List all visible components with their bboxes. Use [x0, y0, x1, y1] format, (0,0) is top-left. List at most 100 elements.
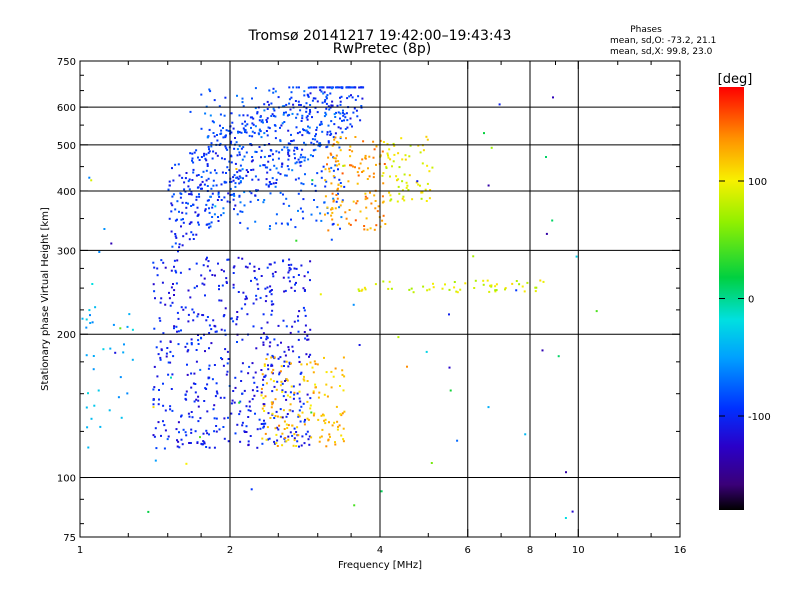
data-point: [255, 298, 258, 301]
data-point: [352, 165, 354, 168]
data-point: [204, 112, 207, 115]
data-point: [188, 178, 191, 181]
data-point: [241, 424, 244, 427]
data-point: [227, 192, 230, 195]
data-point: [297, 413, 300, 416]
data-point: [297, 315, 299, 318]
data-point: [265, 338, 268, 341]
data-point: [332, 175, 335, 178]
data-point: [214, 169, 216, 172]
data-point: [564, 517, 567, 519]
data-point: [274, 271, 277, 273]
data-point: [343, 185, 346, 188]
data-point: [87, 446, 90, 449]
data-point: [201, 180, 204, 183]
data-point: [268, 437, 271, 440]
data-point: [275, 442, 278, 445]
data-point: [456, 291, 459, 294]
data-point: [225, 172, 227, 174]
data-point: [195, 262, 198, 265]
data-point: [211, 120, 214, 123]
grid-lines: [80, 61, 680, 537]
data-point: [261, 437, 264, 440]
data-point: [253, 270, 256, 273]
data-point: [236, 176, 239, 179]
data-point: [269, 192, 272, 195]
data-point: [302, 287, 305, 290]
data-point: [428, 170, 431, 173]
data-point: [237, 131, 240, 134]
data-point: [285, 440, 288, 443]
data-point: [205, 429, 208, 432]
data-point: [390, 198, 393, 201]
data-point: [260, 275, 263, 277]
data-point: [211, 157, 214, 160]
data-point: [401, 158, 404, 161]
data-point: [223, 314, 226, 316]
data-point: [192, 168, 195, 171]
data-point: [398, 166, 401, 169]
data-point: [312, 143, 315, 146]
data-point: [220, 183, 223, 186]
data-point: [323, 419, 326, 422]
data-point: [320, 123, 323, 126]
data-point: [242, 105, 245, 108]
data-point: [302, 198, 305, 201]
data-point: [337, 141, 340, 144]
data-point: [298, 361, 301, 363]
data-point: [294, 157, 296, 160]
data-point: [171, 195, 174, 198]
data-point: [305, 129, 308, 132]
data-point: [524, 433, 527, 436]
data-point: [297, 415, 300, 418]
data-point: [309, 404, 312, 407]
data-point: [248, 405, 251, 408]
data-point: [283, 146, 286, 149]
data-point: [495, 283, 498, 286]
data-point: [190, 428, 193, 431]
data-point: [171, 373, 174, 376]
data-point: [195, 195, 198, 198]
data-point: [291, 410, 294, 413]
data-point: [319, 89, 322, 92]
data-point: [206, 383, 209, 386]
data-point: [241, 421, 244, 424]
data-point: [281, 163, 284, 166]
data-point: [329, 435, 331, 438]
data-point: [223, 396, 226, 399]
data-point: [397, 185, 400, 188]
data-point: [241, 158, 244, 161]
data-point: [343, 119, 345, 122]
data-point: [251, 135, 254, 138]
data-point: [263, 419, 265, 422]
data-point: [258, 119, 261, 122]
data-point: [90, 417, 93, 420]
data-point: [296, 440, 299, 443]
data-point: [249, 200, 252, 203]
data-point: [338, 86, 341, 89]
data-point: [87, 392, 89, 395]
data-point: [243, 191, 246, 194]
data-point: [202, 432, 205, 435]
data-point: [188, 193, 191, 196]
data-point: [256, 386, 259, 389]
data-point: [356, 182, 359, 185]
data-point: [195, 233, 198, 236]
data-point: [153, 290, 156, 293]
data-point: [357, 288, 360, 291]
data-point: [230, 161, 233, 164]
data-point: [230, 402, 233, 405]
data-point: [270, 289, 273, 291]
data-point: [234, 386, 237, 389]
data-point: [319, 436, 322, 439]
data-point: [331, 104, 334, 107]
data-point: [197, 221, 200, 224]
data-point: [248, 400, 251, 403]
data-point: [361, 97, 364, 100]
data-point: [226, 200, 229, 203]
data-point: [341, 412, 344, 415]
data-point: [338, 424, 341, 427]
data-point: [309, 397, 312, 400]
data-point: [238, 151, 241, 154]
data-point: [233, 265, 236, 268]
